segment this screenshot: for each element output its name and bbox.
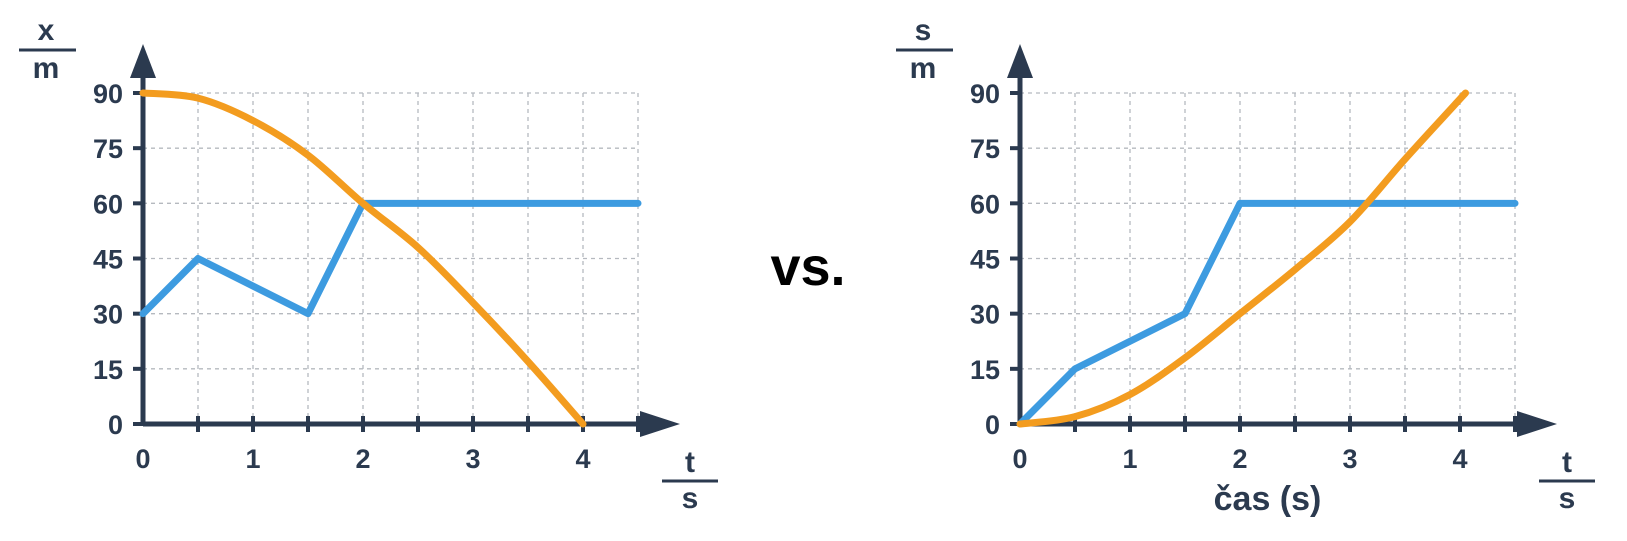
vs-separator: vs. bbox=[770, 237, 845, 297]
x-unit-numerator: t bbox=[1562, 446, 1572, 479]
x-tick-label: 4 bbox=[575, 444, 590, 474]
y-tick-label: 60 bbox=[970, 189, 1000, 219]
x-tick-label: 0 bbox=[135, 444, 150, 474]
x-axis-arrow bbox=[640, 411, 680, 437]
series-line-orange bbox=[139, 89, 587, 428]
y-unit-numerator: x bbox=[38, 14, 55, 47]
y-tick-label: 15 bbox=[970, 355, 1000, 385]
y-unit-numerator: s bbox=[915, 14, 932, 47]
y-tick-label: 30 bbox=[970, 300, 1000, 330]
y-tick-label: 75 bbox=[970, 134, 1000, 164]
x-tick-label: 3 bbox=[465, 444, 480, 474]
x-tick-label: 2 bbox=[1232, 444, 1247, 474]
x-unit-denominator: s bbox=[682, 482, 699, 515]
x-unit-numerator: t bbox=[685, 446, 695, 479]
y-tick-label: 0 bbox=[985, 410, 1000, 440]
y-unit-label: xm bbox=[19, 14, 76, 85]
series-line-blue bbox=[139, 199, 642, 318]
y-tick-label: 30 bbox=[93, 300, 123, 330]
x-unit-label: ts bbox=[1539, 446, 1595, 515]
x-axis-arrow bbox=[1517, 411, 1557, 437]
chart-position-time: 0 1 2 3 4 0 15 30 45 60 75 90 xm ts bbox=[19, 14, 718, 515]
y-axis-arrow bbox=[130, 44, 156, 78]
y-tick-label: 60 bbox=[93, 189, 123, 219]
x-tick-label: 2 bbox=[355, 444, 370, 474]
y-tick-label: 0 bbox=[108, 410, 123, 440]
grid bbox=[1020, 92, 1516, 424]
grid bbox=[143, 92, 639, 424]
x-tick-label: 1 bbox=[1122, 444, 1137, 474]
y-tick-label: 90 bbox=[970, 79, 1000, 109]
y-axis-arrow bbox=[1007, 44, 1033, 78]
y-tick-label: 90 bbox=[93, 79, 123, 109]
x-axis-title: čas (s) bbox=[1214, 480, 1322, 518]
y-tick-label: 45 bbox=[93, 245, 123, 275]
y-unit-denominator: m bbox=[33, 52, 60, 85]
x-tick-label: 0 bbox=[1012, 444, 1027, 474]
x-tick-label: 3 bbox=[1342, 444, 1357, 474]
x-unit-label: ts bbox=[662, 446, 718, 515]
x-tick-label: 4 bbox=[1452, 444, 1467, 474]
y-tick-label: 45 bbox=[970, 245, 1000, 275]
x-tick-label: 1 bbox=[245, 444, 260, 474]
y-unit-label: sm bbox=[896, 14, 953, 85]
series-line-blue bbox=[1016, 199, 1519, 428]
x-unit-denominator: s bbox=[1559, 482, 1576, 515]
y-tick-label: 15 bbox=[93, 355, 123, 385]
y-tick-label: 75 bbox=[93, 134, 123, 164]
series-line-orange bbox=[1016, 89, 1469, 428]
y-unit-denominator: m bbox=[910, 52, 937, 85]
